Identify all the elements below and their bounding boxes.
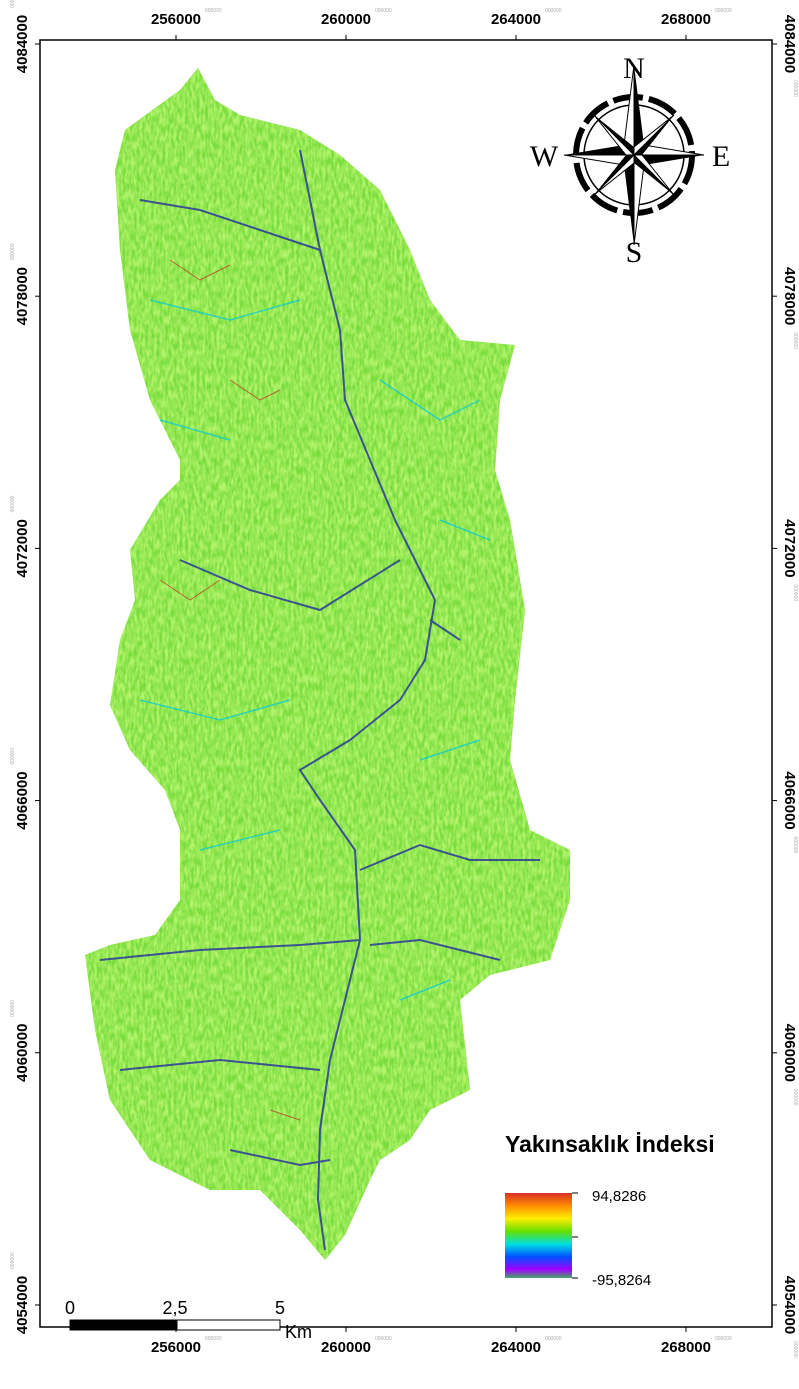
y-tick-label: 4084000 (781, 15, 798, 73)
scale-unit: Km (285, 1322, 312, 1342)
tick-suffix: 000000 (792, 1341, 798, 1358)
y-tick-label: 4072000 (14, 519, 31, 577)
x-tick-label: 264000 (491, 1339, 541, 1356)
tick-suffix: 000000 (715, 8, 732, 14)
tick-suffix: 000000 (10, 1000, 16, 1017)
y-tick-label: 4078000 (781, 267, 798, 325)
scale-label: 0 (65, 1298, 75, 1318)
scale-bar-black (70, 1320, 177, 1330)
x-tick-label: 264000 (491, 11, 541, 28)
legend-title: Yakınsaklık İndeksi (505, 1131, 715, 1157)
tick-suffix: 000000 (10, 243, 16, 260)
tick-suffix: 000000 (205, 8, 222, 14)
legend-min: -95,8264 (592, 1272, 651, 1289)
tick-suffix: 000000 (545, 8, 562, 14)
tick-suffix: 000000 (715, 1336, 732, 1342)
y-tick-label: 4060000 (781, 1024, 798, 1082)
x-tick-label: 260000 (321, 1339, 371, 1356)
tick-suffix: 000000 (792, 584, 798, 601)
tick-suffix: 000000 (205, 1336, 222, 1342)
x-tick-label: 256000 (151, 11, 201, 28)
tick-suffix: 000000 (10, 748, 16, 765)
y-tick-label: 4066000 (781, 771, 798, 829)
tick-suffix: 000000 (545, 1336, 562, 1342)
legend-ramp (505, 1193, 572, 1278)
x-tick-label: 256000 (151, 1339, 201, 1356)
compass-east: E (712, 140, 730, 173)
compass-west: W (530, 140, 559, 173)
y-tick-label: 4078000 (14, 267, 31, 325)
scale-label: 5 (275, 1298, 285, 1318)
tick-suffix: 000000 (792, 1089, 798, 1106)
tick-suffix: 000000 (792, 332, 798, 349)
y-tick-label: 4054000 (14, 1276, 31, 1334)
legend-max: 94,8286 (592, 1188, 646, 1205)
tick-suffix: 000000 (10, 495, 16, 512)
x-tick-label: 268000 (661, 11, 711, 28)
scale-bar-white (177, 1320, 280, 1330)
map-page: N S E W Yakınsaklık İndeksi 94,8286 -95,… (0, 0, 799, 1389)
y-tick-label: 4084000 (14, 15, 31, 73)
tick-suffix: 000000 (792, 80, 798, 97)
tick-suffix: 000000 (375, 1336, 392, 1342)
x-tick-label: 260000 (321, 11, 371, 28)
y-tick-label: 4060000 (14, 1024, 31, 1082)
tick-suffix: 000000 (375, 8, 392, 14)
compass-south: S (626, 236, 643, 269)
y-tick-label: 4072000 (781, 519, 798, 577)
y-tick-label: 4066000 (14, 771, 31, 829)
tick-suffix: 000000 (10, 0, 16, 8)
tick-suffix: 000000 (10, 1252, 16, 1269)
scale-label: 2,5 (162, 1298, 187, 1318)
y-tick-label: 4054000 (781, 1276, 798, 1334)
x-tick-label: 268000 (661, 1339, 711, 1356)
tick-suffix: 000000 (792, 837, 798, 854)
compass-north: N (623, 52, 645, 85)
